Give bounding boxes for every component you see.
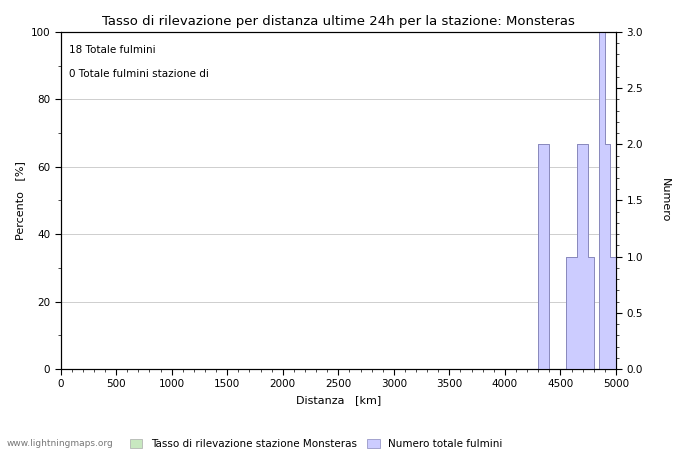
Legend: Tasso di rilevazione stazione Monsteras, Numero totale fulmini: Tasso di rilevazione stazione Monsteras,…: [126, 435, 507, 450]
Y-axis label: Numero: Numero: [659, 178, 670, 223]
Text: 0 Totale fulmini stazione di: 0 Totale fulmini stazione di: [69, 69, 209, 79]
X-axis label: Distanza   [km]: Distanza [km]: [295, 395, 381, 405]
Title: Tasso di rilevazione per distanza ultime 24h per la stazione: Monsteras: Tasso di rilevazione per distanza ultime…: [102, 15, 575, 28]
Text: www.lightningmaps.org: www.lightningmaps.org: [7, 439, 113, 448]
Text: 18 Totale fulmini: 18 Totale fulmini: [69, 45, 155, 55]
Y-axis label: Percento   [%]: Percento [%]: [15, 161, 25, 240]
